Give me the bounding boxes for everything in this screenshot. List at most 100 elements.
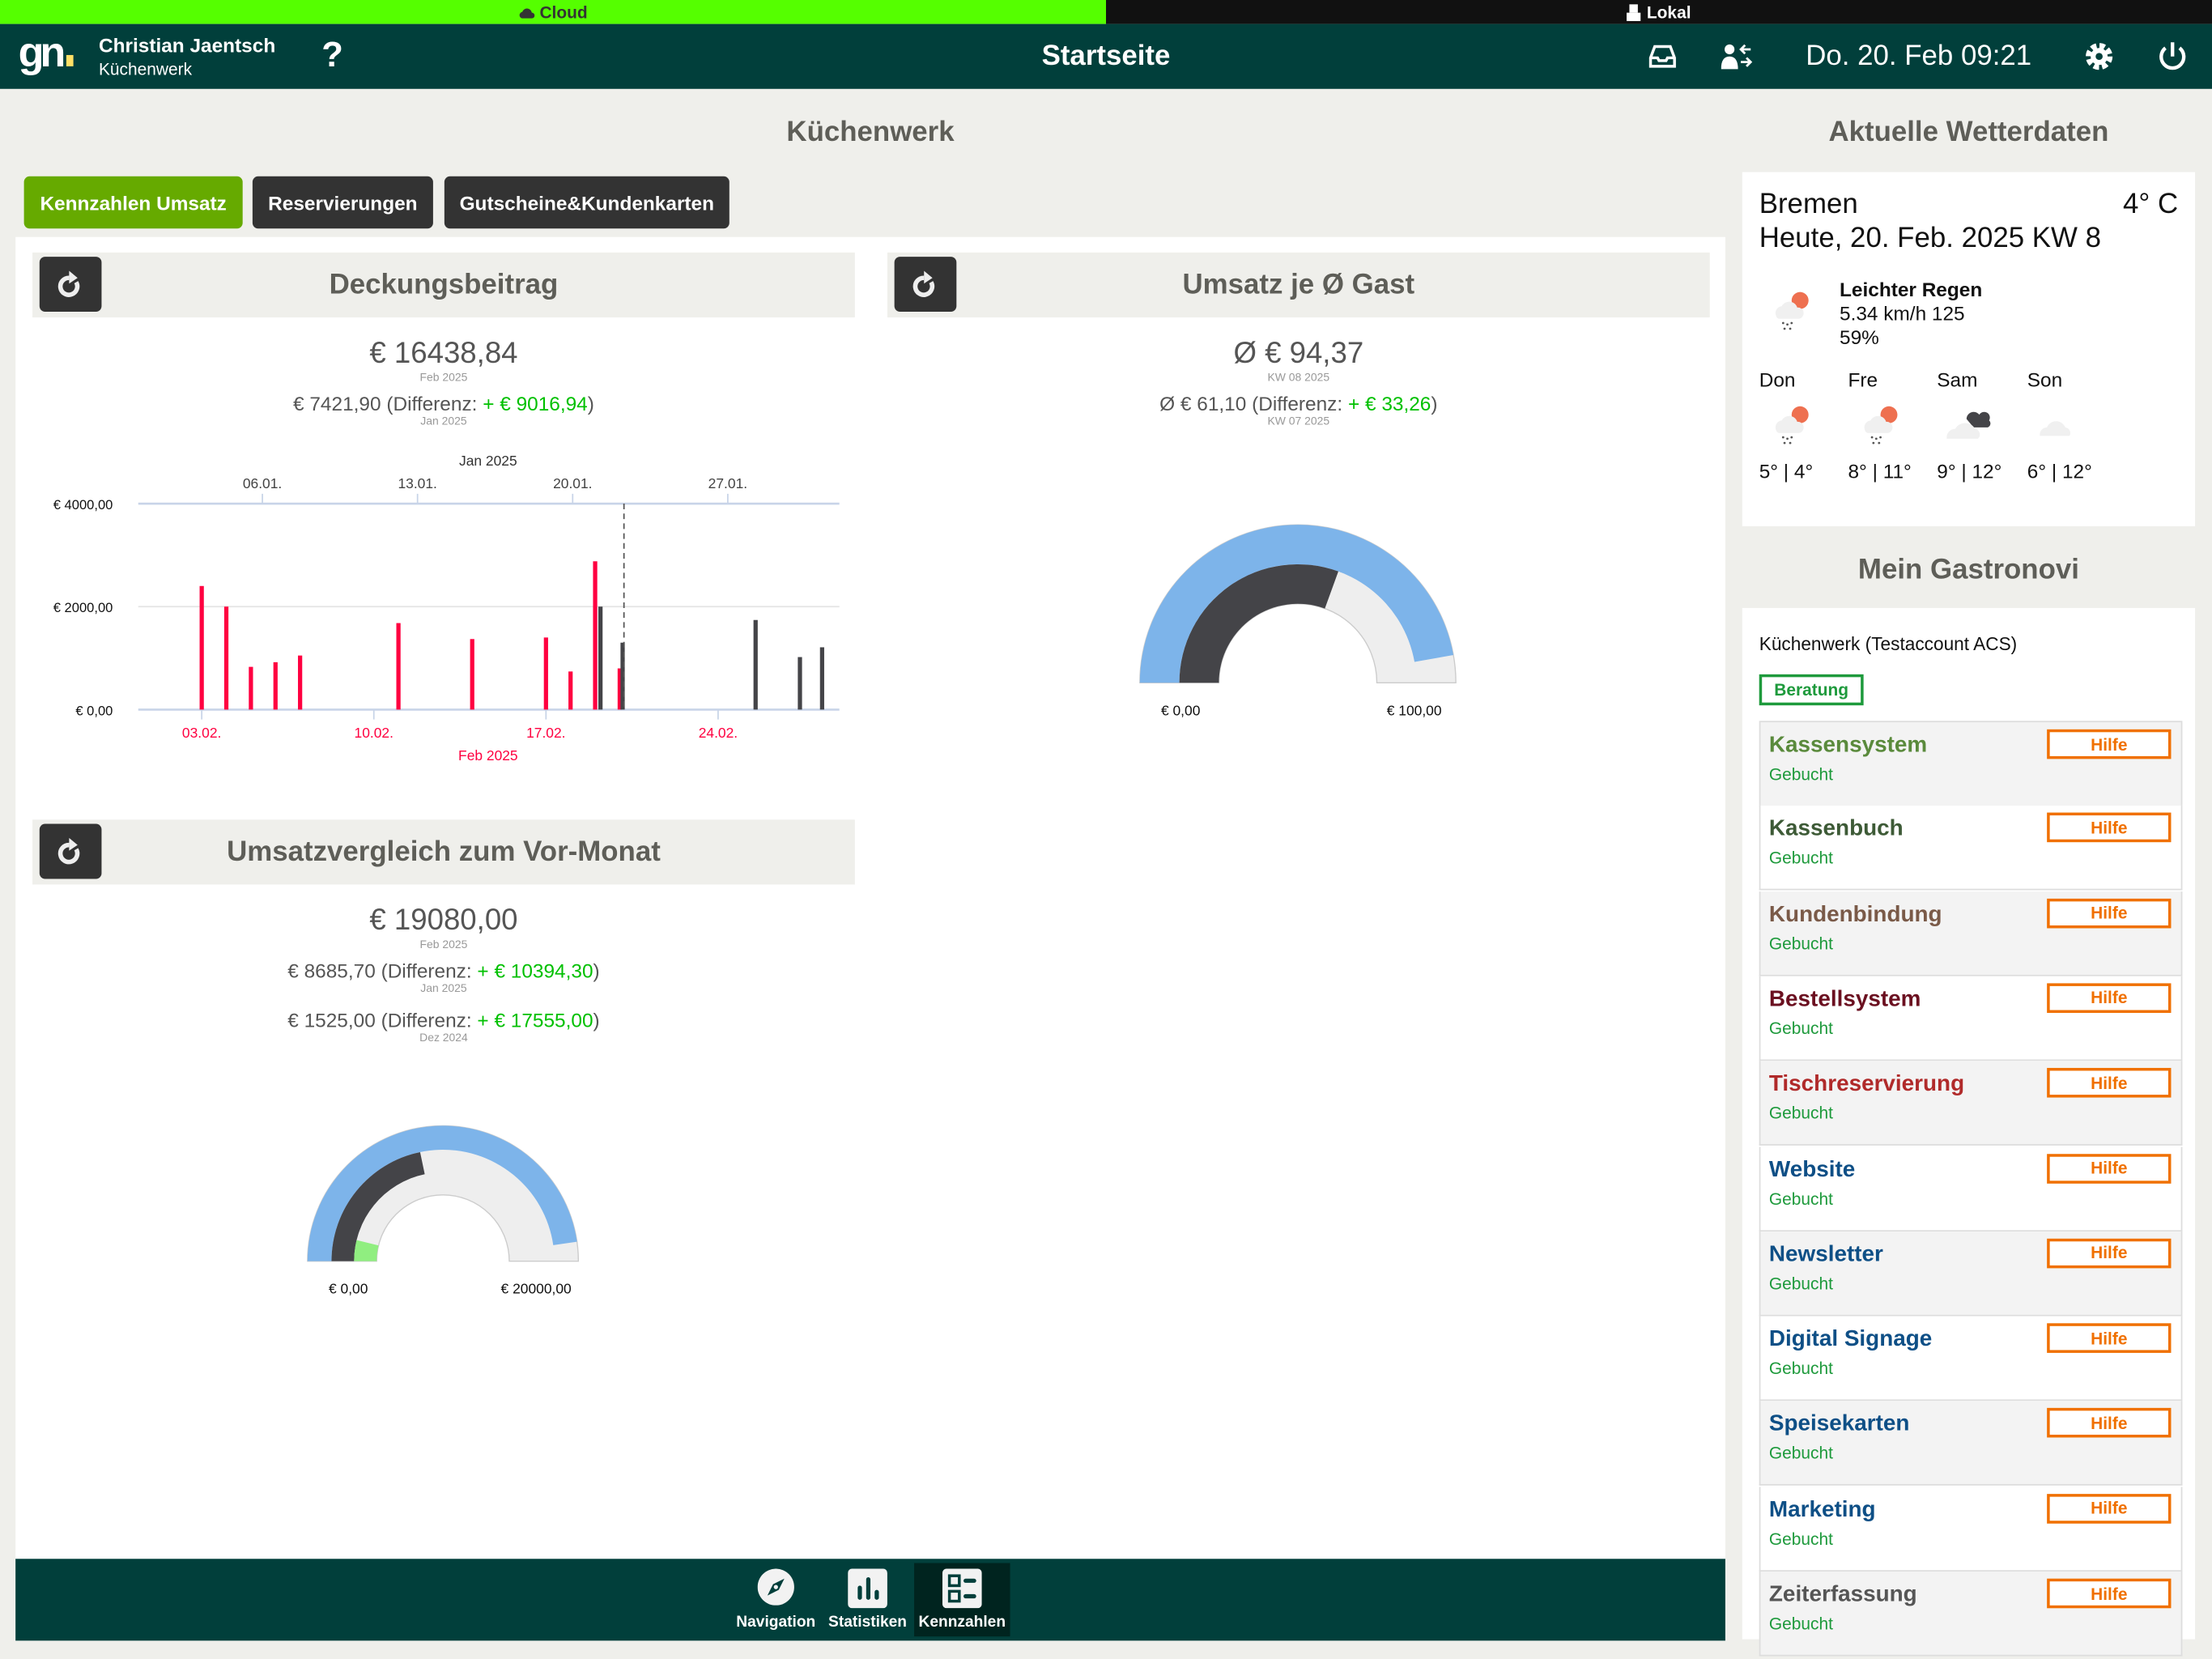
hilfe-button[interactable]: Hilfe bbox=[2047, 1323, 2172, 1354]
service-item: Digital Signage Gebucht Hilfe bbox=[1759, 1316, 2183, 1402]
current-datetime: Do. 20. Feb 09:21 bbox=[1806, 40, 2032, 72]
nav-navigation[interactable]: Navigation bbox=[731, 1563, 822, 1637]
card-deckungsbeitrag: Deckungsbeitrag € 16438,84 Feb 2025 € 74… bbox=[32, 252, 855, 428]
kpi-comparison: € 8685,70 (Differenz: + € 10394,30) bbox=[32, 959, 855, 982]
hilfe-button[interactable]: Hilfe bbox=[2047, 1068, 2172, 1098]
user-switch-icon[interactable] bbox=[1721, 42, 1754, 70]
service-item: Newsletter Gebucht Hilfe bbox=[1759, 1231, 2183, 1317]
tab-gutscheine-kundenkarten[interactable]: Gutscheine&Kundenkarten bbox=[444, 176, 730, 229]
nav-kennzahlen[interactable]: Kennzahlen bbox=[914, 1563, 1010, 1637]
help-button[interactable]: ? bbox=[321, 35, 343, 75]
service-status: Gebucht bbox=[1768, 1444, 1833, 1464]
diff-label: (Differenz: bbox=[381, 959, 478, 982]
hilfe-button[interactable]: Hilfe bbox=[2047, 1238, 2172, 1269]
x-top-axis-label: Jan 2025 bbox=[459, 453, 517, 469]
tab-kennzahlen-umsatz[interactable]: Kennzahlen Umsatz bbox=[23, 176, 243, 229]
power-icon[interactable] bbox=[2157, 40, 2188, 74]
forecast-day: Son bbox=[2027, 368, 2063, 391]
y-tick-label: € 4000,00 bbox=[53, 497, 113, 513]
service-item: Tischreservierung Gebucht Hilfe bbox=[1759, 1061, 2183, 1146]
forecast-temps: 6° | 12° bbox=[2027, 460, 2092, 483]
forecast-temps: 9° | 12° bbox=[1937, 460, 2002, 483]
rain-drop bbox=[1781, 436, 1784, 439]
rain-drop bbox=[1870, 436, 1874, 439]
bar bbox=[470, 639, 474, 710]
service-item: Zeiterfassung Gebucht Hilfe bbox=[1759, 1571, 2183, 1657]
refresh-button[interactable] bbox=[39, 257, 102, 313]
account-name: Küchenwerk (Testaccount ACS) bbox=[1759, 633, 2018, 655]
hilfe-button[interactable]: Hilfe bbox=[2047, 813, 2172, 843]
forecast-day: Sam bbox=[1937, 368, 1978, 391]
bar bbox=[273, 661, 278, 710]
hilfe-button[interactable]: Hilfe bbox=[2047, 1578, 2172, 1609]
kpi-comparison: Ø € 61,10 (Differenz: + € 33,26) bbox=[887, 392, 1710, 415]
bar bbox=[543, 637, 548, 710]
refresh-icon bbox=[57, 837, 80, 864]
diff-label: (Differenz: bbox=[386, 392, 483, 415]
x-bottom-axis-label: Feb 2025 bbox=[458, 747, 518, 764]
refresh-button[interactable] bbox=[894, 257, 957, 313]
nav-label: Statistiken bbox=[828, 1614, 908, 1631]
service-item: Kassensystem Gebucht Hilfe bbox=[1759, 721, 2183, 807]
beratung-button[interactable]: Beratung bbox=[1759, 674, 1864, 706]
nav-statistiken[interactable]: Statistiken bbox=[824, 1563, 912, 1637]
service-name: Website bbox=[1768, 1157, 1856, 1182]
rain-drop bbox=[1786, 323, 1789, 326]
kpi-period: Feb 2025 bbox=[419, 938, 468, 951]
service-status: Gebucht bbox=[1768, 764, 1833, 785]
card-title: Umsatz je Ø Gast bbox=[1182, 268, 1415, 300]
gauge-inner-arc bbox=[1179, 564, 1338, 683]
cloud-shape bbox=[2040, 421, 2070, 436]
card-umsatz-je-gast: Umsatz je Ø Gast Ø € 94,37 KW 08 2025 Ø … bbox=[887, 252, 1710, 428]
cloud-sun-rain-icon bbox=[1859, 402, 1901, 449]
hilfe-button[interactable]: Hilfe bbox=[2047, 1493, 2172, 1524]
prev-period: Dez 2024 bbox=[419, 1031, 468, 1044]
diff-value: + € 9016,94 bbox=[483, 392, 588, 415]
cloud-shape bbox=[1864, 415, 1893, 433]
cloud-mode-bar[interactable]: Cloud bbox=[0, 0, 1107, 24]
refresh-button[interactable] bbox=[39, 823, 102, 879]
service-status: Gebucht bbox=[1768, 1103, 1833, 1124]
gear-icon[interactable] bbox=[2083, 41, 2114, 72]
diff-close: ) bbox=[1431, 392, 1438, 415]
service-name: Newsletter bbox=[1768, 1242, 1883, 1267]
service-name: Bestellsystem bbox=[1768, 987, 1921, 1012]
inbox-icon[interactable] bbox=[1648, 44, 1678, 69]
prev-value: € 7421,90 bbox=[293, 392, 381, 415]
weather-temperature: 4° C bbox=[2123, 189, 2179, 220]
umsatz-je-gast-gauge bbox=[1139, 524, 1457, 683]
bar bbox=[396, 623, 401, 710]
bar bbox=[568, 671, 573, 710]
diff-close: ) bbox=[593, 1008, 600, 1032]
service-status: Gebucht bbox=[1768, 1018, 1833, 1039]
gauge-inner-arc bbox=[354, 1240, 379, 1261]
service-status: Gebucht bbox=[1768, 1529, 1833, 1549]
cloud-label: Cloud bbox=[539, 2, 588, 23]
service-name: Zeiterfassung bbox=[1768, 1582, 1917, 1607]
service-item: Speisekarten Gebucht Hilfe bbox=[1759, 1401, 2183, 1487]
tab-reservierungen[interactable]: Reservierungen bbox=[252, 176, 433, 229]
hilfe-button[interactable]: Hilfe bbox=[2047, 898, 2172, 928]
hilfe-button[interactable]: Hilfe bbox=[2047, 1153, 2172, 1183]
hilfe-button[interactable]: Hilfe bbox=[2047, 983, 2172, 1013]
cloud-shape bbox=[1946, 423, 1980, 439]
service-name: Kassenbuch bbox=[1768, 817, 1904, 841]
rain-drop bbox=[1790, 436, 1793, 439]
x-bottom-tick-label: 10.02. bbox=[355, 725, 393, 741]
hilfe-button[interactable]: Hilfe bbox=[2047, 1408, 2172, 1439]
gauge-outer-arc bbox=[307, 1125, 577, 1261]
diff-close: ) bbox=[593, 959, 600, 982]
rain-drop bbox=[1790, 321, 1793, 325]
bar bbox=[298, 655, 303, 710]
service-item: Kundenbindung Gebucht Hilfe bbox=[1759, 891, 2183, 976]
gastronovi-logo[interactable]: gn bbox=[19, 32, 74, 74]
prev-period: Jan 2025 bbox=[420, 415, 467, 428]
hilfe-button[interactable]: Hilfe bbox=[2047, 729, 2172, 759]
service-item: Kassenbuch Gebucht Hilfe bbox=[1759, 806, 2183, 891]
local-mode-bar[interactable]: Lokal bbox=[1106, 0, 2212, 24]
rain-drop bbox=[1786, 437, 1789, 440]
kpi-value: € 16438,84 bbox=[369, 337, 518, 370]
gastronovi-title: Mein Gastronovi bbox=[1857, 554, 2079, 586]
service-status: Gebucht bbox=[1768, 848, 1833, 869]
sun-shape bbox=[1791, 291, 1809, 309]
